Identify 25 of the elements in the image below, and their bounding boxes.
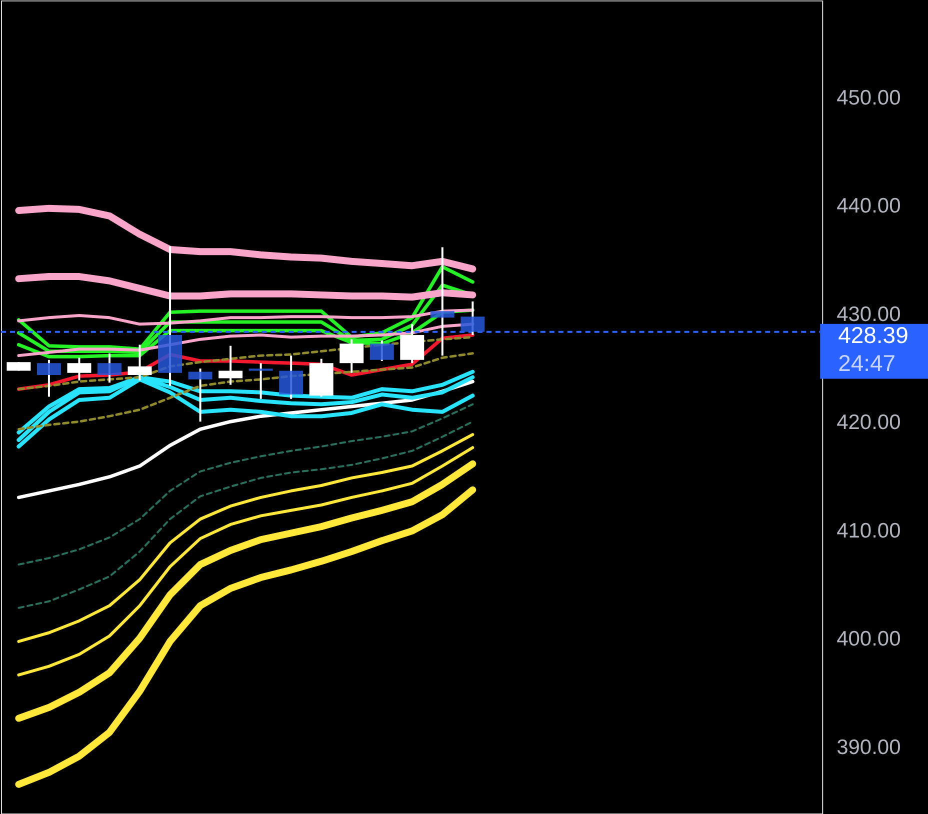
line-series: [17, 308, 474, 326]
y-tick-label: 400.00: [836, 628, 901, 651]
line-series: [17, 352, 474, 430]
y-tick-label: 390.00: [836, 736, 901, 760]
candlestick: [248, 362, 273, 400]
candlestick: [98, 352, 122, 384]
line-series: [18, 403, 474, 566]
line-series: [18, 420, 474, 609]
y-tick-label: 440.00: [836, 194, 901, 218]
candlestick: [460, 300, 485, 336]
y-tick-label: 450.00: [836, 86, 901, 110]
line-series: [17, 433, 474, 643]
candlestick: [340, 338, 364, 374]
y-tick-label: 410.00: [836, 519, 901, 542]
y-tick-label: 420.00: [836, 411, 901, 434]
candlestick: [279, 354, 304, 400]
line-series: [17, 446, 474, 676]
candlestick: [67, 356, 92, 382]
candlestick: [218, 344, 243, 386]
candlestick: [36, 358, 61, 398]
candlestick: [430, 246, 454, 357]
candlestick: [188, 368, 212, 423]
candlestick: [370, 339, 394, 362]
candlestick: [128, 344, 152, 382]
text: 24:47: [838, 350, 896, 376]
